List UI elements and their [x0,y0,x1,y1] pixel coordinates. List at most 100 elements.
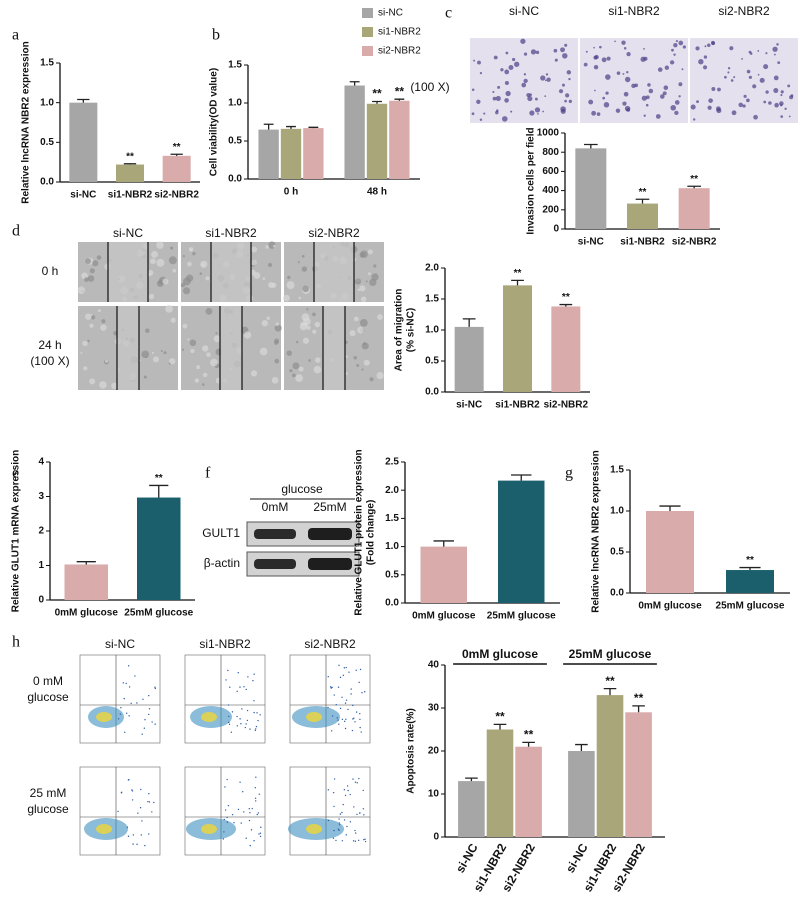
cell-texture [365,280,368,283]
event [151,721,153,723]
stain-dot [496,109,499,112]
stain-dot [529,110,535,116]
cell-texture [160,350,163,353]
cell-texture [314,321,321,328]
event [148,694,150,697]
event [237,672,239,674]
stain-dot [504,98,509,103]
y-axis-label: (Fold change) [366,500,377,566]
cell-texture [283,294,290,302]
flow-plot [184,766,266,856]
event [257,719,259,722]
event [231,813,234,816]
event [345,718,347,720]
stain-dot [669,60,675,65]
significance: ** [690,174,698,185]
stain-dot [599,45,602,49]
event [254,786,257,789]
cell-texture [99,381,107,389]
stain-dot [790,94,794,97]
stain-dot [752,84,757,89]
stain-dot [479,118,483,121]
event [250,829,253,831]
error-bar [263,123,274,130]
x-tick-label: 25mM glucose [487,611,556,622]
event [239,686,241,688]
significance: ** [155,473,163,484]
stain-dot [763,64,769,70]
event [225,679,227,681]
event [335,839,337,842]
error-bar [123,163,137,165]
event [125,712,128,714]
event [258,793,261,795]
event [228,721,230,724]
stain-dot [479,72,483,75]
event [338,824,341,826]
cell-texture [156,241,164,249]
event [148,801,151,803]
cell-texture [271,376,279,384]
stain-dot [520,38,526,44]
y-tick-label: 1.0 [40,97,54,108]
stain-dot [483,112,486,115]
cell-texture [162,278,169,285]
event [127,835,130,837]
stain-dot [780,94,783,97]
stain-dot [742,104,746,108]
stain-dot [690,104,696,110]
event [335,704,337,706]
y-tick-label: 0.0 [228,174,242,185]
cell-texture [151,351,155,354]
stain-dot [664,65,670,70]
stain-dot [696,100,699,104]
stain-dot [615,108,621,113]
stain-dot [645,103,649,107]
stain-dot [626,51,631,57]
stain-dot [591,110,597,116]
significance: ** [372,87,382,101]
bar [366,103,388,179]
panel-letter: b [212,27,220,44]
cell-texture [353,355,358,360]
cell-texture [363,359,370,366]
group-label: 25mM glucose [569,647,652,661]
stain-dot [788,115,791,118]
bar [116,164,144,182]
cell-texture [189,339,197,347]
stain-dot [585,50,588,53]
cell-texture [172,268,177,273]
stain-dot [662,91,667,96]
stain-dot [671,48,674,52]
event [359,668,362,671]
stain-dot [505,51,509,55]
stain-dot [765,90,769,94]
panel-letter: d [12,223,20,240]
event [259,832,262,834]
event [136,702,138,704]
event [341,718,344,721]
column-label: si1-NBR2 [205,226,257,240]
event [226,821,229,823]
event [358,777,360,780]
cell-texture [84,277,89,282]
cell-texture [353,316,359,322]
stain-dot [780,90,784,94]
y-tick-label: 800 [542,147,559,158]
event [255,725,258,728]
stain-dot [502,116,508,122]
cell-texture [182,323,188,329]
error-bar [149,484,169,498]
stain-dot [757,73,760,76]
stain-dot [674,110,679,116]
cell-texture [89,323,94,328]
cell-texture [302,337,310,344]
stain-dot [560,106,566,112]
stain-dot [523,73,527,76]
stain-dot [779,101,784,106]
event [345,666,347,669]
event [358,681,360,684]
stain-dot [750,52,753,55]
blot-band [254,529,296,539]
stain-dot [523,78,528,84]
